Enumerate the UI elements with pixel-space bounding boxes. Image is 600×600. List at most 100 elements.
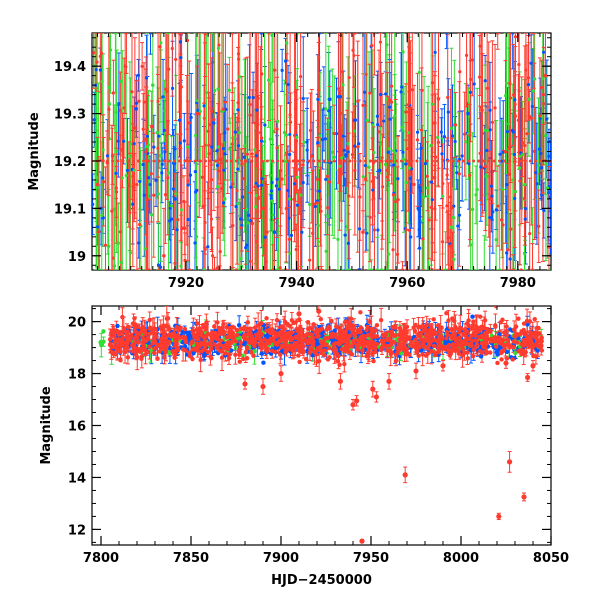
blue-point [363,90,367,94]
green-point [100,79,104,84]
red-point [116,159,120,163]
blue-point [479,165,483,169]
green-point [97,268,102,270]
red-point [445,204,449,208]
red-point [332,131,336,136]
red-point [197,112,201,116]
red-point [395,252,400,256]
red-point [517,89,521,93]
blue-point [490,194,494,198]
red-point [261,206,266,211]
red-point [405,159,408,163]
green-point [170,204,174,208]
green-point [245,207,249,212]
blue-point [494,208,498,212]
green-point [372,150,376,155]
green-point [543,134,547,138]
red-point [236,101,240,105]
red-point [308,128,313,133]
green-point [369,268,373,270]
red-point [141,127,145,131]
red-point [340,70,344,74]
red-point [327,159,331,163]
red-point [178,159,182,163]
top-panel: 7920 7940 7960 7980 19 19.1 19.2 19.3 19.4 Magni… [27,32,552,291]
red-point [310,154,314,158]
blue-point [327,97,332,102]
blue-point [317,189,321,193]
red-point [231,182,235,186]
red-point [404,110,408,114]
blue-point [343,233,347,237]
blue-point [472,82,476,86]
red-point [448,195,453,199]
red-point [485,86,489,90]
red-point [103,243,108,247]
blue-point [375,114,379,118]
blue-point [399,90,403,94]
green-point [94,106,98,111]
green-point [302,140,306,144]
blue-point [316,140,320,145]
blue-point [383,92,388,96]
blue-point [505,251,509,255]
blue-point [116,139,120,143]
y-tick-label: 19.3 [54,108,86,123]
green-point [385,97,389,101]
blue-point [500,159,504,163]
red-point [236,52,241,56]
blue-point [114,171,118,175]
red-point [142,100,146,104]
red-point [524,68,528,72]
red-point [523,159,527,163]
blue-point [236,108,240,112]
blue-point [512,152,517,157]
green-point [132,168,136,172]
red-point [253,121,257,125]
red-point [157,159,161,163]
green-point [166,171,171,175]
blue-point [460,154,464,158]
blue-point [259,139,264,143]
red-point [218,157,223,161]
red-point [180,33,184,35]
blue-point [142,193,146,197]
green-point [216,185,220,189]
blue-point [287,216,291,220]
green-point [151,83,155,87]
green-point [108,48,113,52]
red-point [157,268,161,270]
red-point [488,197,492,201]
blue-point [178,141,182,145]
green-point [186,145,190,149]
red-point [496,204,500,208]
blue-point [442,135,447,139]
blue-point [288,152,292,157]
red-point [371,161,376,165]
red-point [339,171,343,175]
red-point [487,137,491,142]
blue-point [386,150,390,154]
blue-point [254,181,258,185]
blue-point [160,162,164,166]
green-point [113,33,118,35]
red-point [356,145,360,149]
red-point [209,178,214,182]
green-point [270,33,274,37]
green-point [116,241,120,245]
y-tick-label: 19.4 [54,60,86,75]
green-point [345,225,349,229]
blue-point [145,134,150,138]
blue-point [363,163,367,168]
blue-point [215,163,220,168]
blue-point [357,142,361,146]
red-point [430,159,434,163]
red-point [503,150,508,154]
red-point [260,159,264,163]
blue-point [245,243,249,247]
green-point [288,251,292,256]
red-point [206,129,210,133]
blue-point [321,137,325,142]
red-point [436,140,441,144]
green-point [254,193,258,198]
